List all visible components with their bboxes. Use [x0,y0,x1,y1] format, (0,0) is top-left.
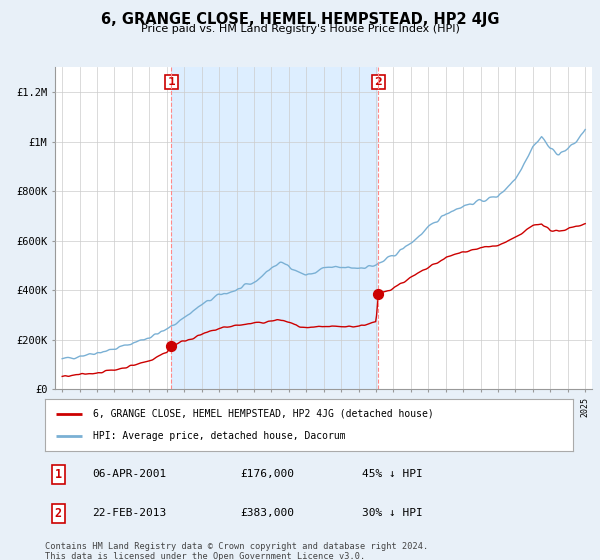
Text: 06-APR-2001: 06-APR-2001 [92,469,167,479]
Text: 1: 1 [167,77,175,87]
Bar [172,67,379,389]
Text: £176,000: £176,000 [241,469,295,479]
Text: 6, GRANGE CLOSE, HEMEL HEMPSTEAD, HP2 4JG (detached house): 6, GRANGE CLOSE, HEMEL HEMPSTEAD, HP2 4J… [92,409,433,419]
Text: 45% ↓ HPI: 45% ↓ HPI [362,469,422,479]
Text: 2: 2 [55,507,62,520]
Text: HPI: Average price, detached house, Dacorum: HPI: Average price, detached house, Daco… [92,431,345,441]
Text: 22-FEB-2013: 22-FEB-2013 [92,508,167,518]
Text: 2: 2 [374,77,382,87]
Text: 1: 1 [55,468,62,481]
Text: Price paid vs. HM Land Registry's House Price Index (HPI): Price paid vs. HM Land Registry's House … [140,24,460,34]
Text: £383,000: £383,000 [241,508,295,518]
Text: 6, GRANGE CLOSE, HEMEL HEMPSTEAD, HP2 4JG: 6, GRANGE CLOSE, HEMEL HEMPSTEAD, HP2 4J… [101,12,499,27]
Text: 30% ↓ HPI: 30% ↓ HPI [362,508,422,518]
Text: Contains HM Land Registry data © Crown copyright and database right 2024.
This d: Contains HM Land Registry data © Crown c… [45,542,428,560]
Point [167,341,176,350]
Point [374,290,383,299]
